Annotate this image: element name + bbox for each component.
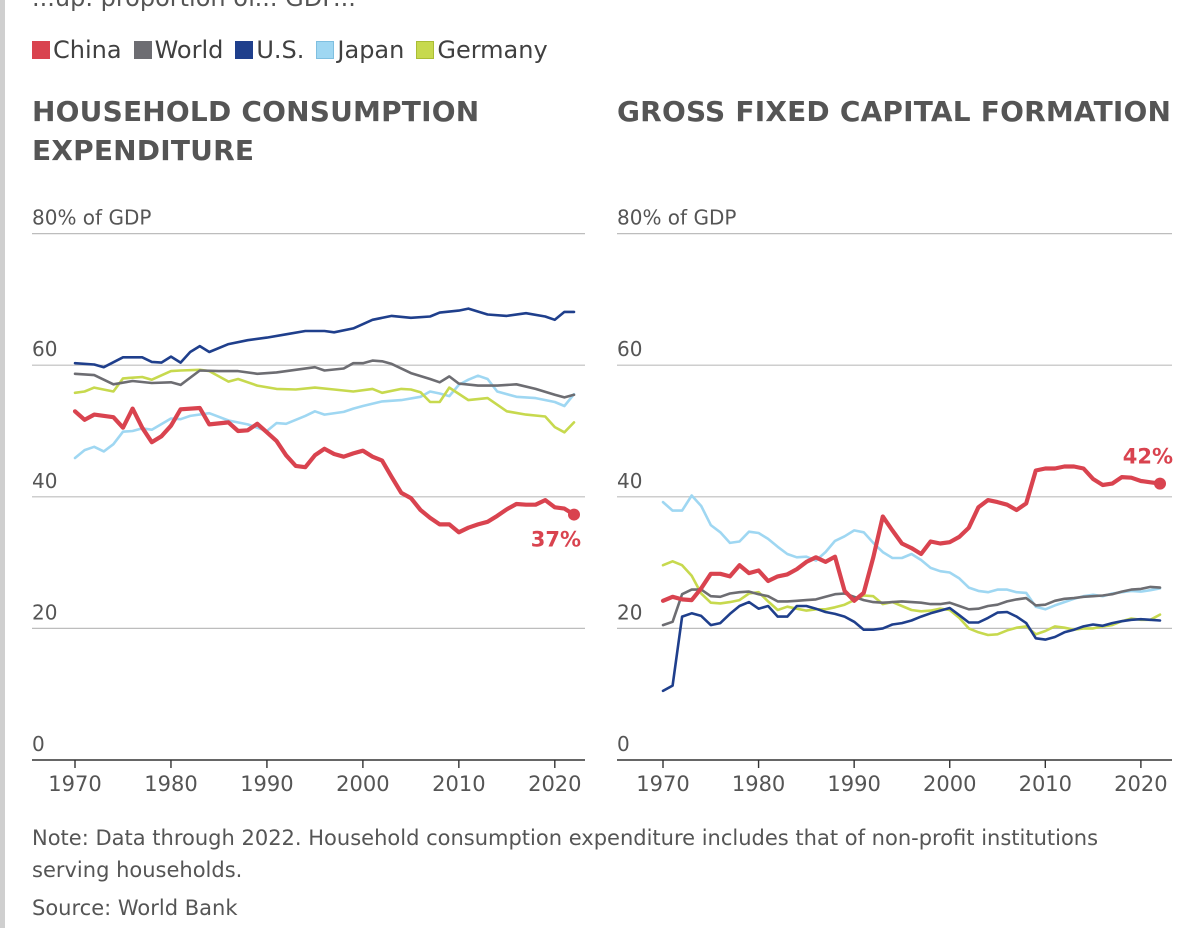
left-panel-title-line1: HOUSEHOLD CONSUMPTION [32, 95, 480, 128]
legend-swatch-us [235, 41, 254, 59]
x-tick-label: 2020 [1114, 772, 1167, 796]
legend-label-germany: Germany [437, 36, 548, 64]
left-y-labels: 0 20 40 60 80% of GDP [32, 206, 151, 756]
y-tick-label: 40 [32, 469, 57, 493]
legend-swatch-china [32, 41, 50, 59]
legend: China World U.S. Japan Germany [32, 36, 560, 64]
left-panel-title-line2: EXPENDITURE [32, 134, 255, 167]
series-line-world [73, 359, 576, 399]
left-chart: 0 20 40 60 80% of GDP 1970 1980 1990 2000 2010 20… [32, 206, 585, 796]
china-end-point [568, 508, 580, 521]
legend-item-us: U.S. [235, 36, 304, 64]
y-tick-label: 60 [617, 337, 642, 361]
series-line-china [660, 464, 1163, 603]
left-panel-title: HOUSEHOLD CONSUMPTION EXPENDITURE [32, 92, 479, 170]
x-tick-label: 2010 [432, 772, 485, 796]
y-tick-label: 80% of GDP [617, 206, 736, 230]
series-line-japan [73, 374, 576, 460]
x-tick-label: 2000 [923, 772, 976, 796]
x-tick-label: 2010 [1019, 772, 1072, 796]
legend-item-world: World [133, 36, 224, 64]
left-x-labels: 1970 1980 1990 2000 2010 2020 [48, 760, 582, 796]
legend-label-china: China [53, 36, 122, 64]
legend-label-japan: Japan [337, 36, 405, 64]
x-tick-label: 1970 [48, 772, 101, 796]
left-border [0, 0, 5, 928]
left-grid [32, 233, 585, 761]
right-chart: 0 20 40 60 80% of GDP 1970 1980 1990 2000 2010 20… [617, 206, 1173, 796]
x-tick-label: 1990 [240, 772, 293, 796]
x-tick-label: 1990 [827, 772, 880, 796]
clipped-header-text: ...up. proportion of... GDP... [32, 0, 356, 12]
right-grid [617, 233, 1172, 761]
legend-swatch-world [133, 41, 152, 59]
left-end-marker: 37% [531, 508, 581, 552]
left-series [72, 307, 577, 535]
legend-swatch-germany [416, 41, 435, 59]
x-tick-label: 2000 [336, 772, 389, 796]
legend-label-us: U.S. [256, 36, 305, 64]
x-tick-label: 2020 [528, 772, 581, 796]
legend-item-germany: Germany [416, 36, 548, 64]
china-end-label: 42% [1123, 445, 1173, 469]
y-tick-label: 0 [32, 732, 45, 756]
series-line-world [661, 585, 1162, 627]
china-end-point [1154, 477, 1166, 490]
series-line-germany [661, 560, 1162, 637]
legend-swatch-japan [316, 41, 335, 59]
right-panel-title: GROSS FIXED CAPITAL FORMATION [617, 92, 1171, 131]
x-tick-label: 1980 [732, 772, 785, 796]
legend-label-world: World [154, 36, 224, 64]
right-x-labels: 1970 1980 1990 2000 2010 2020 [636, 760, 1168, 796]
series-line-us [73, 307, 576, 369]
x-tick-label: 1980 [144, 772, 197, 796]
right-end-marker: 42% [1123, 445, 1173, 490]
legend-item-china: China [32, 36, 122, 64]
y-tick-label: 20 [617, 600, 642, 624]
x-tick-label: 1970 [636, 772, 689, 796]
y-tick-label: 60 [32, 337, 57, 361]
legend-item-japan: Japan [316, 36, 404, 64]
y-tick-label: 80% of GDP [32, 206, 151, 230]
right-y-labels: 0 20 40 60 80% of GDP [617, 206, 736, 756]
right-panel-title-line1: GROSS FIXED CAPITAL FORMATION [617, 95, 1172, 128]
y-tick-label: 0 [617, 732, 630, 756]
footnote: Note: Data through 2022. Household consu… [32, 826, 1099, 882]
source-line: Source: World Bank [32, 896, 238, 920]
y-tick-label: 40 [617, 469, 642, 493]
right-series [660, 464, 1163, 693]
y-tick-label: 20 [32, 600, 57, 624]
series-line-china [72, 405, 577, 535]
series-line-germany [73, 368, 576, 434]
china-end-label: 37% [531, 528, 581, 552]
series-line-us [661, 600, 1162, 693]
